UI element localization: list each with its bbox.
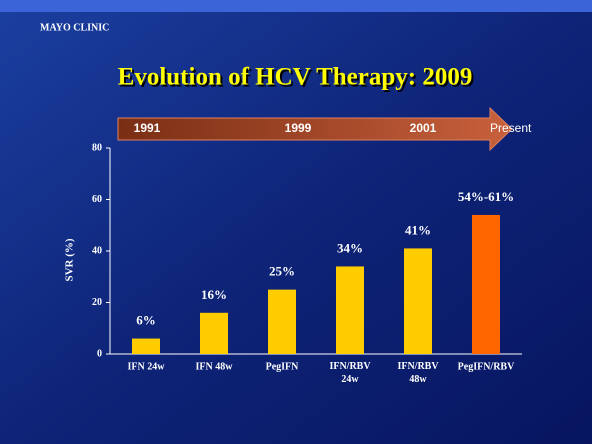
timeline-label: 1999 (285, 121, 312, 135)
x-tick-label: PegIFN (266, 361, 300, 372)
timeline-label: Present (490, 121, 532, 135)
y-axis-label: SVR (%) (64, 238, 76, 281)
chart-title: Evolution of HCV Therapy: 2009 (118, 64, 473, 91)
timeline-label: 1991 (134, 121, 161, 135)
bar (132, 338, 160, 354)
x-tick-label: IFN/RBV 48w (397, 361, 439, 385)
title-shadow: Evolution of HCV Therapy: 2009 (120, 66, 475, 93)
y-tick-label: 0 (97, 348, 102, 359)
value-label: 16% (201, 287, 227, 302)
y-tick-label: 20 (92, 297, 102, 308)
value-label: 34% (337, 240, 363, 255)
bar (200, 312, 228, 354)
top-stripe (0, 0, 592, 12)
value-label: 41% (405, 222, 431, 237)
x-tick-label: IFN 24w (128, 361, 166, 372)
bar (472, 214, 500, 354)
logo: MAYO CLINIC (40, 22, 109, 33)
y-tick-label: 80 (92, 142, 102, 153)
timeline-label: 2001 (410, 121, 437, 135)
y-tick-label: 40 (92, 245, 102, 256)
bar (404, 248, 432, 354)
x-tick-label: IFN 48w (196, 361, 234, 372)
y-tick-label: 60 (92, 194, 102, 205)
x-tick-label: PegIFN/RBV (458, 361, 515, 372)
value-label: 25% (269, 264, 295, 279)
x-tick-label: IFN/RBV 24w (329, 361, 371, 385)
bar (336, 266, 364, 354)
value-label: 54%-61% (458, 189, 514, 204)
timeline-arrow (117, 106, 513, 152)
value-label: 6% (136, 313, 156, 328)
bar (268, 289, 296, 354)
